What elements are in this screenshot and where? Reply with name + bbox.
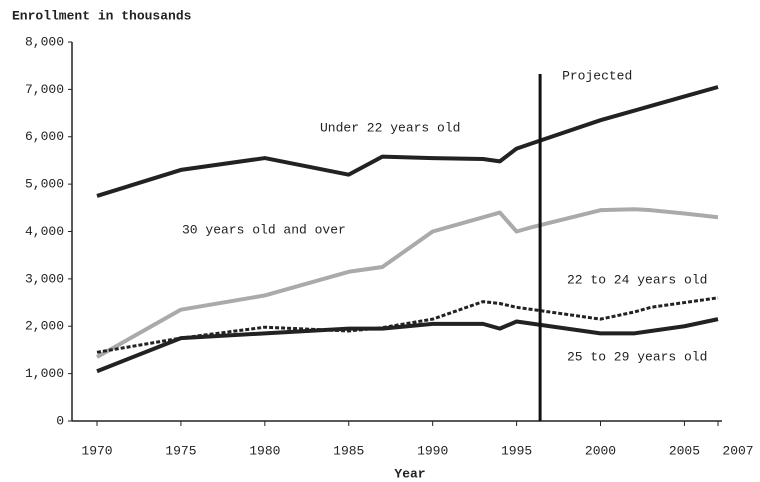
x-tick-label: 1975 xyxy=(165,443,196,458)
x-tick-label: 2005 xyxy=(669,443,700,458)
series-label: 25 to 29 years old xyxy=(567,349,707,364)
x-tick-label: 1995 xyxy=(501,443,532,458)
series-line xyxy=(96,85,719,198)
x-axis-label: Year xyxy=(394,466,425,481)
projection-label: Projected xyxy=(562,68,632,83)
y-tick-label: 8,000 xyxy=(25,34,64,49)
y-tick-label: 2,000 xyxy=(25,319,64,334)
x-tick-label: 2000 xyxy=(585,443,616,458)
y-tick-label: 5,000 xyxy=(25,177,64,192)
series-line xyxy=(96,317,719,374)
x-tick-label: 1985 xyxy=(333,443,364,458)
x-tick-label: 1970 xyxy=(81,443,112,458)
x-tick-label: 1990 xyxy=(417,443,448,458)
y-tick-label: 6,000 xyxy=(25,129,64,144)
y-tick-label: 7,000 xyxy=(25,82,64,97)
series-line xyxy=(96,296,719,354)
y-tick-label: 4,000 xyxy=(25,224,64,239)
y-tick-label: 0 xyxy=(56,413,64,428)
series-line xyxy=(96,207,719,359)
series-label: 22 to 24 years old xyxy=(567,272,707,287)
series-label: Under 22 years old xyxy=(320,120,460,135)
chart-title: Enrollment in thousands xyxy=(12,8,192,23)
x-tick-label: 2007 xyxy=(722,443,753,458)
y-tick-label: 3,000 xyxy=(25,271,64,286)
series-label: 30 years old and over xyxy=(182,222,346,237)
x-tick-label: 1980 xyxy=(249,443,280,458)
y-tick-label: 1,000 xyxy=(25,366,64,381)
